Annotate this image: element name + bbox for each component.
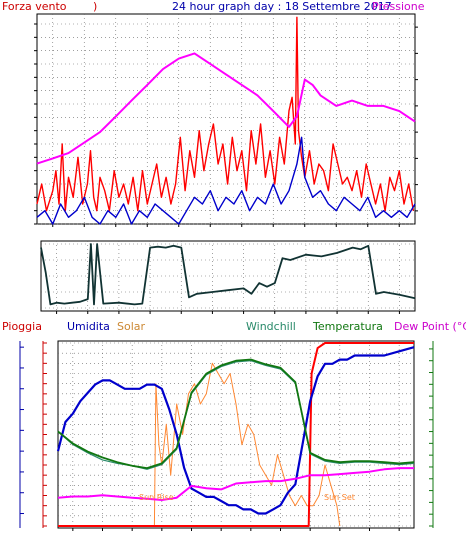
wind-speed-line xyxy=(36,16,415,212)
chart-series xyxy=(40,243,416,306)
dewpoint-line xyxy=(57,467,414,501)
windchill-line xyxy=(57,360,415,470)
sunrise-annotation: Sun Rise xyxy=(139,493,174,502)
solar-axis-title: Solar xyxy=(117,320,146,333)
graph-title: 24 hour graph day : 18 Settembre 2017 xyxy=(172,0,392,13)
wind-axis-title: Forza vento xyxy=(2,0,67,13)
temperature-axis-ticks xyxy=(429,341,434,528)
temperature-line xyxy=(57,358,415,469)
rain-humidity-temperature-chart: Sun Rise Sun Set xyxy=(19,340,434,531)
windchill-title: Windchill xyxy=(246,320,296,333)
sunset-annotation: Sun Set xyxy=(324,493,355,502)
rain-line xyxy=(58,342,414,527)
wind-axis-paren: ) xyxy=(93,0,97,13)
rain-axis-ticks xyxy=(42,341,47,528)
pressure-line xyxy=(36,52,416,165)
humidity-axis-title: Umidita xyxy=(67,320,110,333)
wind-direction-line xyxy=(40,243,416,306)
temperature-title: Temperatura xyxy=(312,320,383,333)
wind-gust-line xyxy=(36,136,416,225)
time-axis-ticks xyxy=(72,528,400,531)
wind-axis-ticks xyxy=(34,23,37,225)
pressure-axis-title: Pressione xyxy=(372,0,425,13)
wind-direction-chart xyxy=(40,240,416,314)
chart-series xyxy=(56,342,415,527)
pressure-axis-ticks xyxy=(415,26,418,212)
dewpoint-title: Dew Point (°C) xyxy=(394,320,466,333)
grid-lines xyxy=(58,341,414,528)
time-axis-ticks xyxy=(56,311,400,314)
chart-series xyxy=(36,16,416,225)
rain-axis-title: Pioggia xyxy=(2,320,42,333)
wind-pressure-chart xyxy=(34,13,418,227)
grid-lines xyxy=(37,14,415,225)
humidity-axis-ticks xyxy=(19,341,24,528)
humidity-line xyxy=(56,346,415,515)
